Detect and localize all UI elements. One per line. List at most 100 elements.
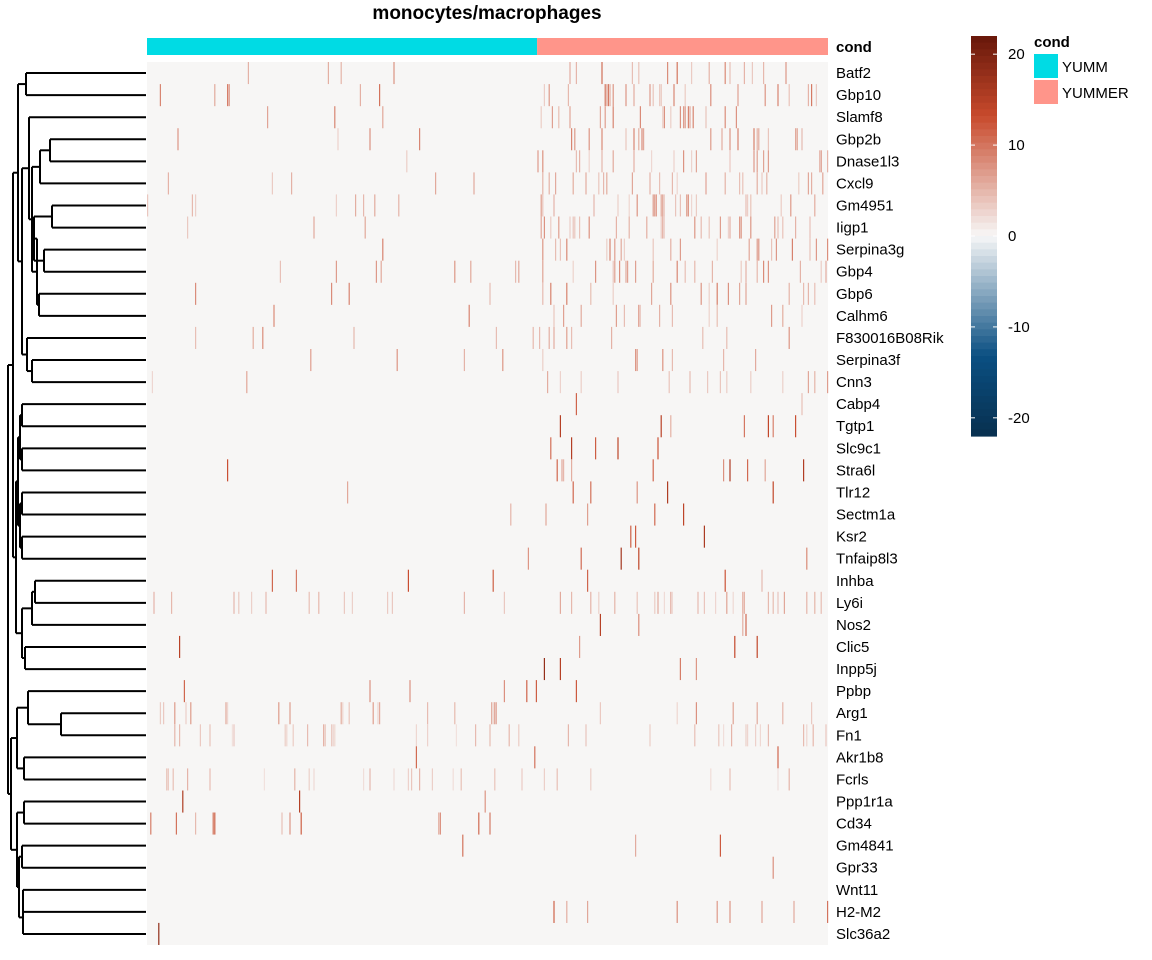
heatmap-cell <box>745 724 747 747</box>
heatmap-cell <box>759 724 761 747</box>
heatmap-cell <box>719 834 721 857</box>
heatmap-row <box>227 459 805 482</box>
heatmap-cell <box>782 304 784 327</box>
heatmap-cell <box>708 62 710 85</box>
heatmap-cell <box>627 260 629 283</box>
heatmap-cell <box>772 856 774 879</box>
heatmap-cell <box>801 304 803 327</box>
heatmap-cell <box>651 150 653 173</box>
heatmap-cell <box>379 702 381 725</box>
heatmap-cell <box>537 150 539 173</box>
row-label: Fn1 <box>836 727 862 744</box>
heatmap-cell <box>743 415 745 438</box>
heatmap-cell <box>526 680 528 703</box>
heatmap-cell <box>182 790 184 813</box>
heatmap-cell <box>393 768 395 791</box>
heatmap-cell <box>761 569 763 592</box>
heatmap-row <box>772 856 774 879</box>
heatmap-cell <box>767 150 769 173</box>
heatmap-row <box>147 194 816 217</box>
heatmap-cell <box>494 702 496 725</box>
heatmap-cell <box>659 304 661 327</box>
heatmap-cell <box>689 106 691 129</box>
heatmap-cell <box>633 128 635 151</box>
heatmap-cell <box>748 238 750 261</box>
heatmap-cell <box>822 172 824 195</box>
heatmap-cell <box>758 238 760 261</box>
heatmap-cell <box>745 613 747 636</box>
heatmap-cell <box>489 812 491 835</box>
heatmap-cell <box>291 172 293 195</box>
annotation-yumm <box>147 38 538 55</box>
heatmap-cell <box>700 282 702 305</box>
heatmap-cell <box>663 106 665 129</box>
heatmap-cell <box>737 84 739 107</box>
heatmap-cell <box>299 790 301 813</box>
heatmap-cell <box>406 150 408 173</box>
color-scale-swatch <box>971 229 997 237</box>
heatmap-cell <box>590 481 592 504</box>
heatmap-cell <box>543 658 545 681</box>
heatmap-cell <box>543 84 545 107</box>
heatmap-cell <box>588 216 590 239</box>
heatmap-cell <box>652 459 654 482</box>
heatmap-cell <box>209 724 211 747</box>
heatmap-cell <box>660 194 662 217</box>
heatmap-cell <box>313 216 315 239</box>
heatmap-cell <box>756 238 758 261</box>
heatmap-cell <box>606 172 608 195</box>
heatmap-cell <box>375 260 377 283</box>
heatmap-cell <box>327 62 329 85</box>
heatmap-cell <box>595 437 597 460</box>
heatmap-cell <box>708 216 710 239</box>
heatmap-cell <box>724 106 726 129</box>
heatmap-row <box>543 658 697 681</box>
heatmap-cell <box>543 216 545 239</box>
condition-annotation-bar <box>147 38 828 55</box>
heatmap-cell <box>737 128 739 151</box>
heatmap-cell <box>745 282 747 305</box>
heatmap-cell <box>308 591 310 614</box>
heatmap-cell <box>820 260 822 283</box>
color-scale-swatch <box>971 242 997 250</box>
color-scale-swatch <box>971 309 997 317</box>
heatmap-cell <box>539 326 541 349</box>
heatmap-cell <box>542 238 544 261</box>
color-scale-swatch <box>971 102 997 110</box>
color-scale-swatch <box>971 282 997 290</box>
row-label: Ksr2 <box>836 529 867 546</box>
heatmap-cell <box>369 128 371 151</box>
row-label: Gbp4 <box>836 264 873 281</box>
heatmap-cell <box>756 172 758 195</box>
heatmap-cell <box>708 282 710 305</box>
heatmap-cell <box>563 304 565 327</box>
heatmap-cell <box>595 260 597 283</box>
heatmap-cell <box>684 260 686 283</box>
row-label: Slamf8 <box>836 109 883 126</box>
heatmap-row <box>267 106 737 129</box>
heatmap-cell <box>731 724 733 747</box>
color-scale-swatch <box>971 89 997 97</box>
heatmap-cell <box>812 724 814 747</box>
heatmap-cell <box>764 459 766 482</box>
heatmap-cell <box>574 128 576 151</box>
heatmap-cell <box>214 812 216 835</box>
heatmap-row <box>159 702 813 725</box>
heatmap-cell <box>307 724 309 747</box>
heatmap-cell <box>604 84 606 107</box>
heatmap-cell <box>575 680 577 703</box>
heatmap-cell <box>348 282 350 305</box>
heatmap-cell <box>615 216 617 239</box>
heatmap-cell <box>673 84 675 107</box>
heatmap-cell <box>179 635 181 658</box>
heatmap-cell <box>683 503 685 526</box>
heatmap-cell <box>470 260 472 283</box>
heatmap-cell <box>555 172 557 195</box>
heatmap-cell <box>772 481 774 504</box>
heatmap-cell <box>415 746 417 769</box>
row-label: Tgtp1 <box>836 418 874 435</box>
color-scale-swatch <box>971 42 997 50</box>
heatmap-row <box>630 525 705 548</box>
color-scale-swatch <box>971 36 997 44</box>
heatmap-cell <box>534 746 536 769</box>
